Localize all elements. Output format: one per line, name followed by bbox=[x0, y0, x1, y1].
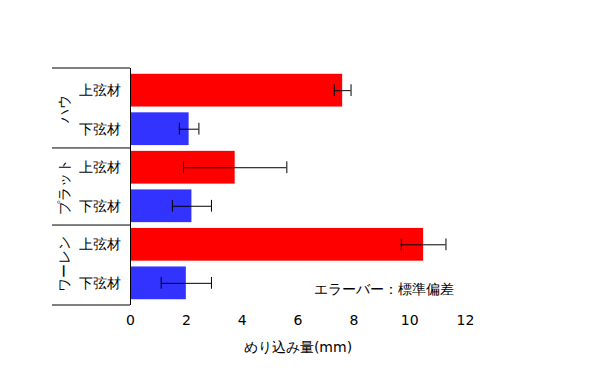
svg-text:ワーレン: ワーレン bbox=[56, 236, 72, 292]
svg-text:上弦材: 上弦材 bbox=[79, 82, 121, 98]
svg-text:0: 0 bbox=[126, 312, 135, 328]
svg-text:めり込み量(mm): めり込み量(mm) bbox=[244, 339, 352, 355]
svg-text:6: 6 bbox=[294, 312, 303, 328]
svg-text:8: 8 bbox=[349, 312, 358, 328]
svg-text:下弦材: 下弦材 bbox=[79, 198, 121, 214]
svg-text:12: 12 bbox=[457, 312, 475, 328]
svg-text:ハウ: ハウ bbox=[56, 95, 72, 124]
svg-text:下弦材: 下弦材 bbox=[79, 121, 121, 137]
svg-text:下弦材: 下弦材 bbox=[79, 275, 121, 291]
svg-text:上弦材: 上弦材 bbox=[79, 236, 121, 252]
svg-text:4: 4 bbox=[238, 312, 247, 328]
svg-text:上弦材: 上弦材 bbox=[79, 159, 121, 175]
svg-text:10: 10 bbox=[401, 312, 419, 328]
svg-text:プラット: プラット bbox=[56, 159, 72, 215]
svg-text:エラーバー：標準偏差: エラーバー：標準偏差 bbox=[314, 281, 454, 297]
svg-text:2: 2 bbox=[182, 312, 191, 328]
